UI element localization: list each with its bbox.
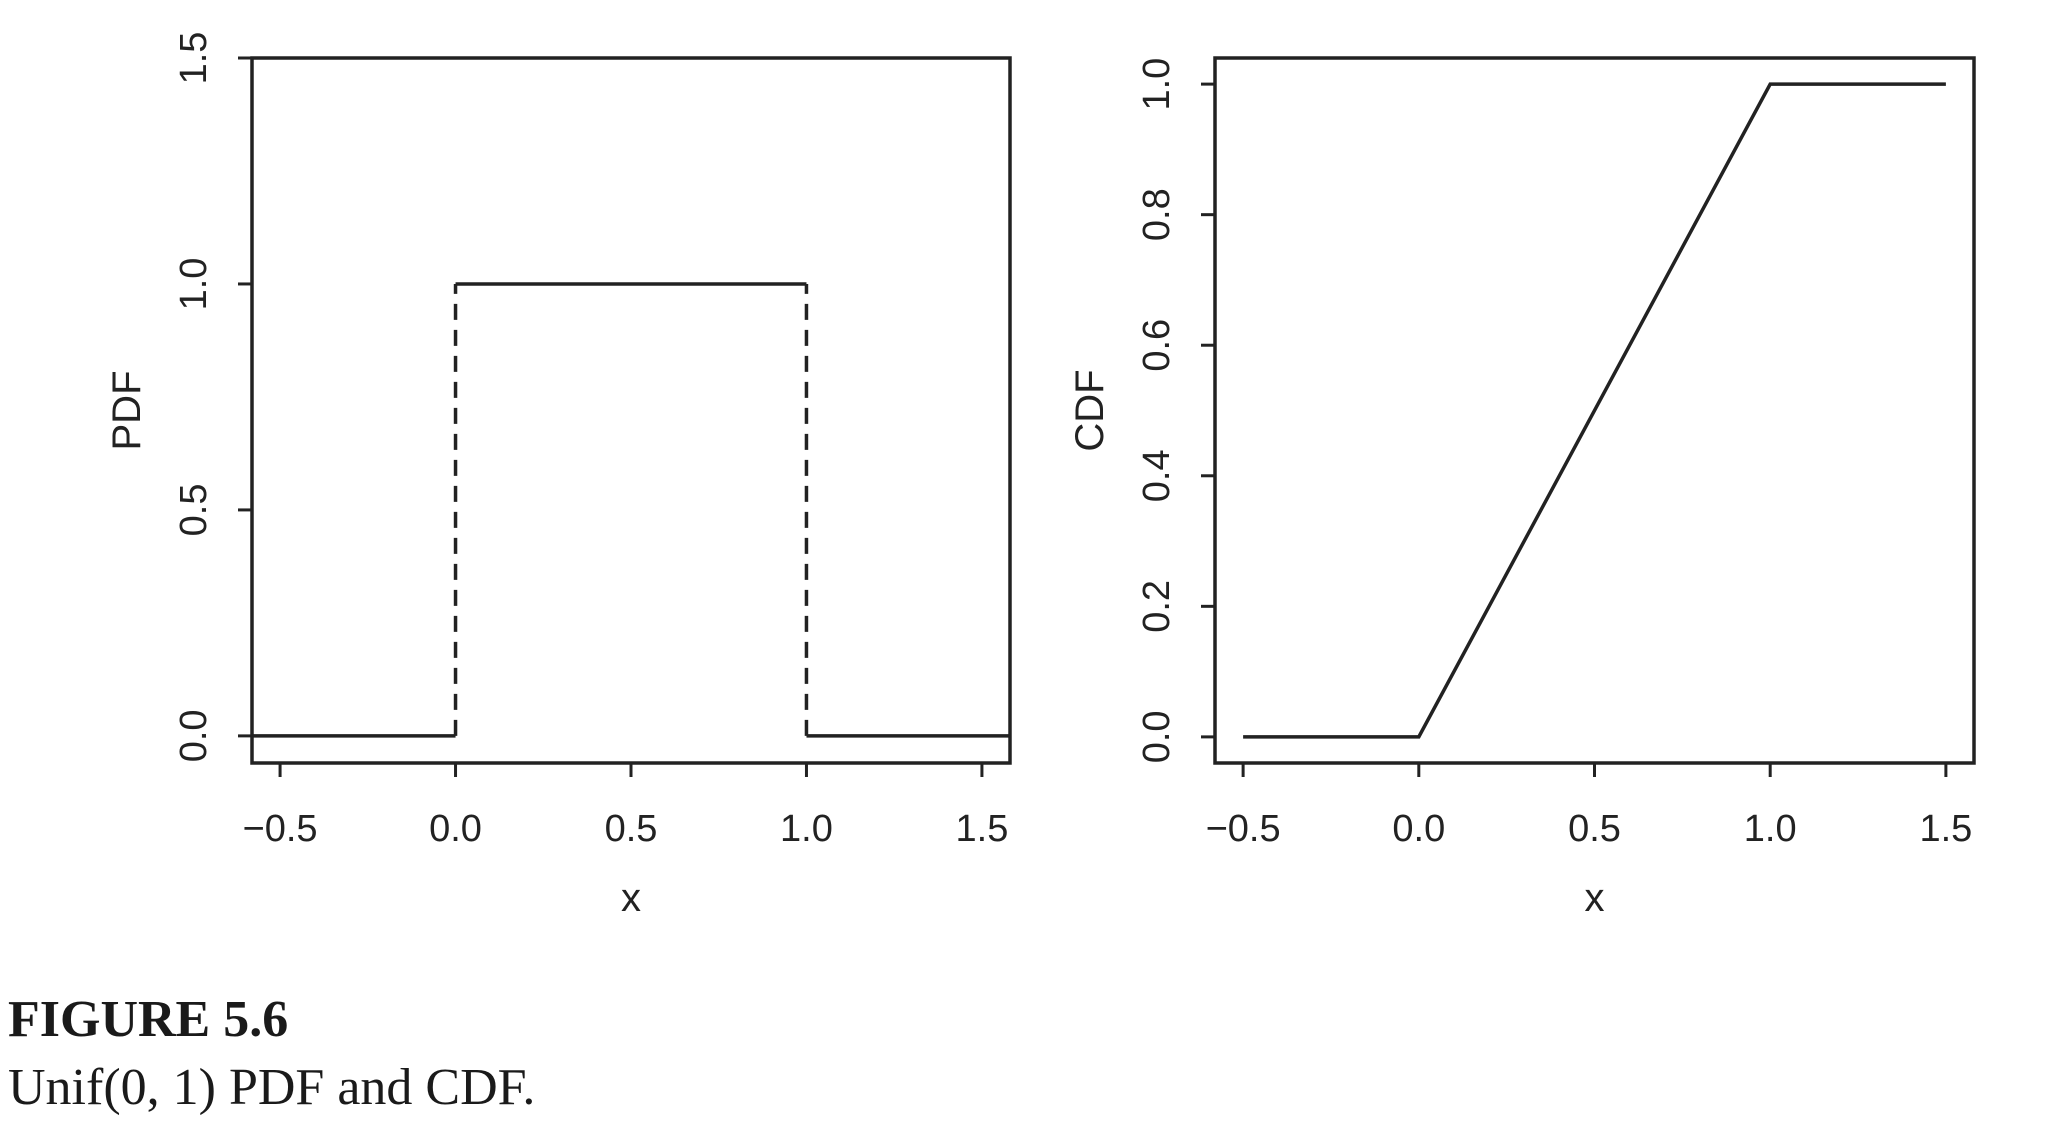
pdf-panel: −0.5 0.0 0.5 1.0 1.5 0.0 0.5 1.0 1.5 x PDF	[105, 32, 1012, 920]
pdf-x-tick-label: −0.5	[243, 808, 318, 850]
cdf-y-axis-title: CDF	[1068, 369, 1112, 451]
pdf-x-tick-label: 0.5	[605, 808, 658, 850]
pdf-x-axis-title: x	[621, 876, 641, 920]
cdf-x-tick-label: 0.0	[1392, 808, 1445, 850]
cdf-y-tick-label: 0.4	[1136, 449, 1178, 502]
cdf-x-tick-label: 1.0	[1744, 808, 1797, 850]
cdf-x-tick-label: 0.5	[1568, 808, 1621, 850]
pdf-y-tick-label: 0.5	[173, 484, 215, 537]
pdf-y-tick-label: 0.0	[173, 709, 215, 762]
cdf-x-tick-label: 1.5	[1919, 808, 1972, 850]
pdf-plot-frame	[250, 56, 1012, 765]
cdf-line-segment	[1243, 82, 1946, 739]
pdf-y-tick-label: 1.5	[173, 32, 215, 85]
cdf-y-tick-label: 0.6	[1136, 319, 1178, 372]
cdf-x-axis-title: x	[1585, 876, 1605, 920]
cdf-x-tick-label: −0.5	[1206, 808, 1281, 850]
pdf-x-tick-label: 1.0	[780, 808, 833, 850]
cdf-y-tick-label: 0.0	[1136, 710, 1178, 763]
cdf-y-tick-label: 0.2	[1136, 580, 1178, 633]
cdf-panel: −0.5 0.0 0.5 1.0 1.5 0.0 0.2 0.4 0.6 0.8 1.0 x CDF	[1068, 56, 1976, 920]
pdf-x-tick-label: 1.5	[956, 808, 1009, 850]
figure-caption: Unif(0, 1) PDF and CDF.	[8, 1059, 536, 1116]
pdf-x-tick-label: 0.0	[429, 808, 482, 850]
pdf-y-axis-title: PDF	[105, 371, 149, 451]
pdf-y-tick-label: 1.0	[173, 258, 215, 311]
figure-label: FIGURE 5.6	[8, 991, 289, 1048]
cdf-y-tick-label: 0.8	[1136, 188, 1178, 241]
cdf-y-tick-label: 1.0	[1136, 58, 1178, 111]
